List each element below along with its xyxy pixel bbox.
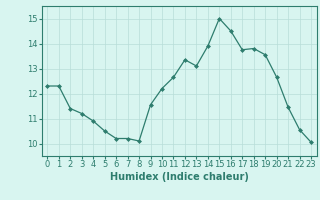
X-axis label: Humidex (Indice chaleur): Humidex (Indice chaleur) <box>110 172 249 182</box>
